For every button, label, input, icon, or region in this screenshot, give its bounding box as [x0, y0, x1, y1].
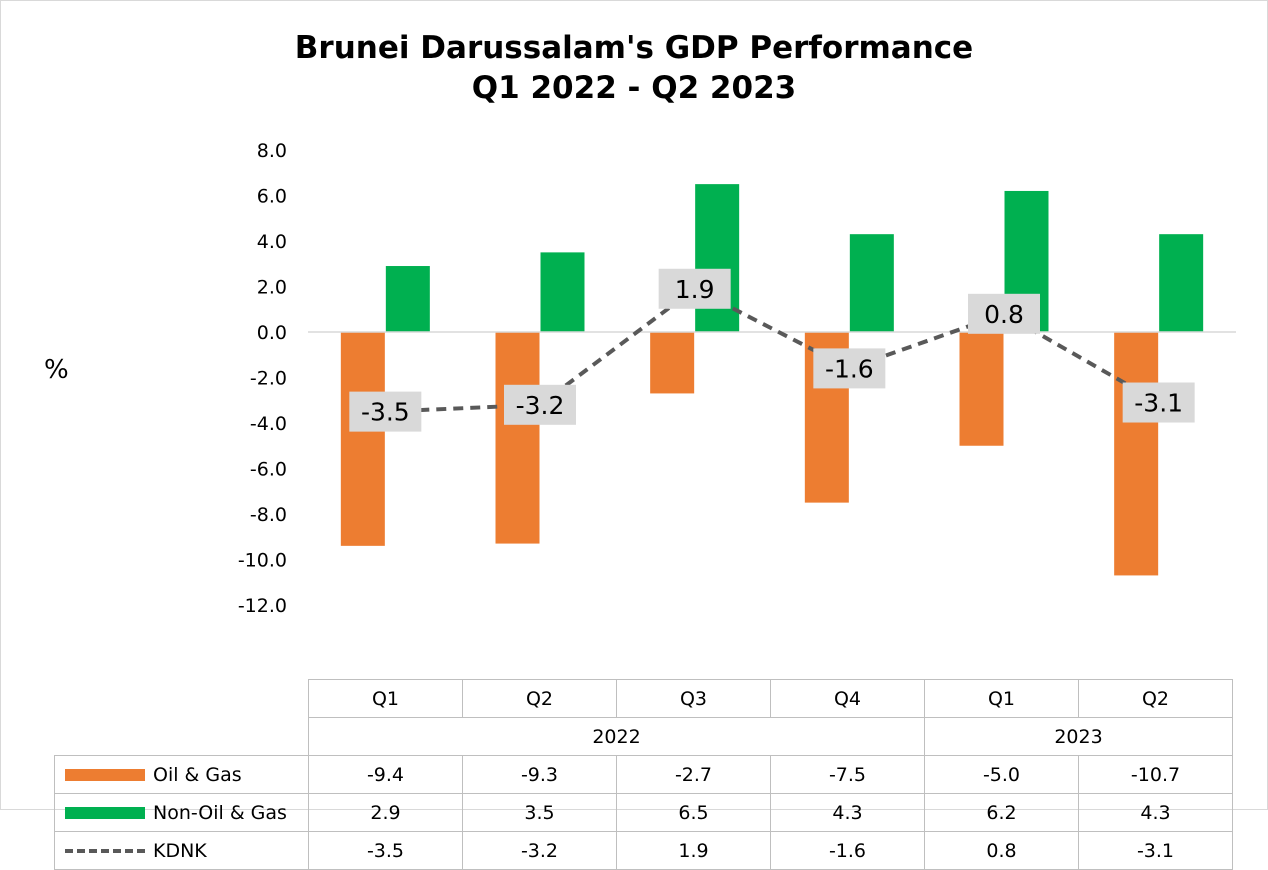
table-header-q1-2022: Q1	[308, 679, 463, 718]
table-year-2023: 2023	[924, 717, 1233, 756]
table-row-non-oil-gas: Non-Oil & Gas 2.9 3.5 6.5 4.3 6.2 4.3	[54, 793, 1233, 832]
y-tick-label: -12.0	[238, 595, 287, 617]
data-table: Q1 Q2 Q3 Q4 Q1 Q2 2022 2023 Oil & Gas -9…	[54, 679, 1233, 870]
oil-gas-value-3: -2.7	[616, 755, 771, 794]
kdnk-data-label-box	[1122, 382, 1195, 423]
non-oil-gas-value-3: 6.5	[616, 793, 771, 832]
non-oil-gas-bar	[385, 266, 430, 332]
y-tick-label: 6.0	[257, 186, 287, 208]
table-corner-2	[55, 718, 309, 756]
kdnk-value-4: -1.6	[770, 831, 925, 870]
oil-gas-value-1: -9.4	[308, 755, 463, 794]
non-oil-gas-value-1: 2.9	[308, 793, 463, 832]
legend-oil-gas-label: Oil & Gas	[153, 763, 242, 786]
non-oil-gas-value-2: 3.5	[462, 793, 617, 832]
chart-title: Brunei Darussalam's GDP Performance Q1 2…	[0, 28, 1268, 108]
y-axis: 8.0 6.0 4.0 2.0 0.0 -2.0 -4.0 -6.0 -8.0 -10.0 -12.…	[238, 140, 287, 617]
legend-non-oil-gas-label: Non-Oil & Gas	[153, 801, 287, 824]
kdnk-value-3: 1.9	[616, 831, 771, 870]
table-header-q4-2022: Q4	[770, 679, 925, 718]
legend-non-oil-gas: Non-Oil & Gas	[54, 793, 309, 832]
oil-gas-value-4: -7.5	[770, 755, 925, 794]
oil-gas-bar	[495, 332, 540, 544]
chart-title-line-1: Brunei Darussalam's GDP Performance	[294, 30, 974, 66]
table-row-years: 2022 2023	[55, 717, 1233, 756]
table-header-q3-2022: Q3	[616, 679, 771, 718]
table-header-q2-2022: Q2	[462, 679, 617, 718]
table-header-q1-2023: Q1	[924, 679, 1079, 718]
kdnk-data-label-box	[968, 293, 1040, 334]
chart-title-line-2: Q1 2022 - Q2 2023	[471, 70, 797, 106]
table-header-q2-2023: Q2	[1078, 679, 1233, 718]
oil-gas-bar	[959, 332, 1004, 446]
legend-kdnk: KDNK	[54, 831, 309, 870]
non-oil-gas-value-6: 4.3	[1078, 793, 1233, 832]
data-labels: -3.5 -3.2 1.9 -1.6 0.8 -3.1	[349, 268, 1195, 432]
oil-gas-bar	[340, 332, 385, 546]
chart-plot: 8.0 6.0 4.0 2.0 0.0 -2.0 -4.0 -6.0 -8.0 -10.0 -12.…	[238, 140, 1236, 617]
table-row-quarters: Q1 Q2 Q3 Q4 Q1 Q2	[55, 679, 1233, 718]
kdnk-data-label-box	[813, 348, 886, 389]
kdnk-data-label-box	[658, 268, 731, 309]
kdnk-data-label: -3.1	[1134, 389, 1183, 418]
oil-gas-bar	[1114, 332, 1159, 576]
kdnk-value-2: -3.2	[462, 831, 617, 870]
kdnk-data-label: 0.8	[984, 300, 1024, 329]
oil-gas-value-2: -9.3	[462, 755, 617, 794]
oil-gas-legend-key	[65, 769, 145, 781]
kdnk-data-label-box	[349, 391, 422, 432]
legend-oil-gas: Oil & Gas	[54, 755, 309, 794]
bar-group	[340, 184, 1204, 576]
kdnk-value-1: -3.5	[308, 831, 463, 870]
y-tick-label: 4.0	[257, 231, 287, 253]
kdnk-value-6: -3.1	[1078, 831, 1233, 870]
non-oil-gas-bar	[849, 234, 894, 332]
y-tick-label: -8.0	[250, 504, 287, 526]
table-row-kdnk: KDNK -3.5 -3.2 1.9 -1.6 0.8 -3.1	[54, 831, 1233, 870]
kdnk-data-label: -3.2	[516, 391, 565, 420]
y-axis-label: %	[44, 355, 69, 385]
kdnk-data-label: -1.6	[825, 354, 874, 383]
y-tick-label: 8.0	[257, 140, 287, 162]
y-tick-label: 2.0	[257, 277, 287, 299]
non-oil-gas-bar	[1159, 234, 1204, 332]
y-tick-label: -10.0	[238, 550, 287, 572]
kdnk-data-label-box	[504, 384, 576, 425]
oil-gas-bar	[650, 332, 695, 394]
y-tick-label: -4.0	[250, 413, 287, 435]
kdnk-data-label: -3.5	[361, 398, 410, 427]
table-corner	[55, 680, 309, 718]
kdnk-legend-key	[65, 849, 145, 853]
y-tick-label: -2.0	[250, 368, 287, 390]
legend-kdnk-label: KDNK	[153, 839, 207, 862]
kdnk-value-5: 0.8	[924, 831, 1079, 870]
kdnk-data-label: 1.9	[675, 275, 715, 304]
y-tick-label: -6.0	[250, 459, 287, 481]
non-oil-gas-bar	[540, 252, 585, 332]
table-year-2022: 2022	[308, 717, 925, 756]
y-tick-label: 0.0	[257, 322, 287, 344]
oil-gas-value-6: -10.7	[1078, 755, 1233, 794]
non-oil-gas-value-5: 6.2	[924, 793, 1079, 832]
non-oil-gas-legend-key	[65, 807, 145, 819]
non-oil-gas-value-4: 4.3	[770, 793, 925, 832]
oil-gas-value-5: -5.0	[924, 755, 1079, 794]
table-row-oil-gas: Oil & Gas -9.4 -9.3 -2.7 -7.5 -5.0 -10.7	[54, 755, 1233, 794]
